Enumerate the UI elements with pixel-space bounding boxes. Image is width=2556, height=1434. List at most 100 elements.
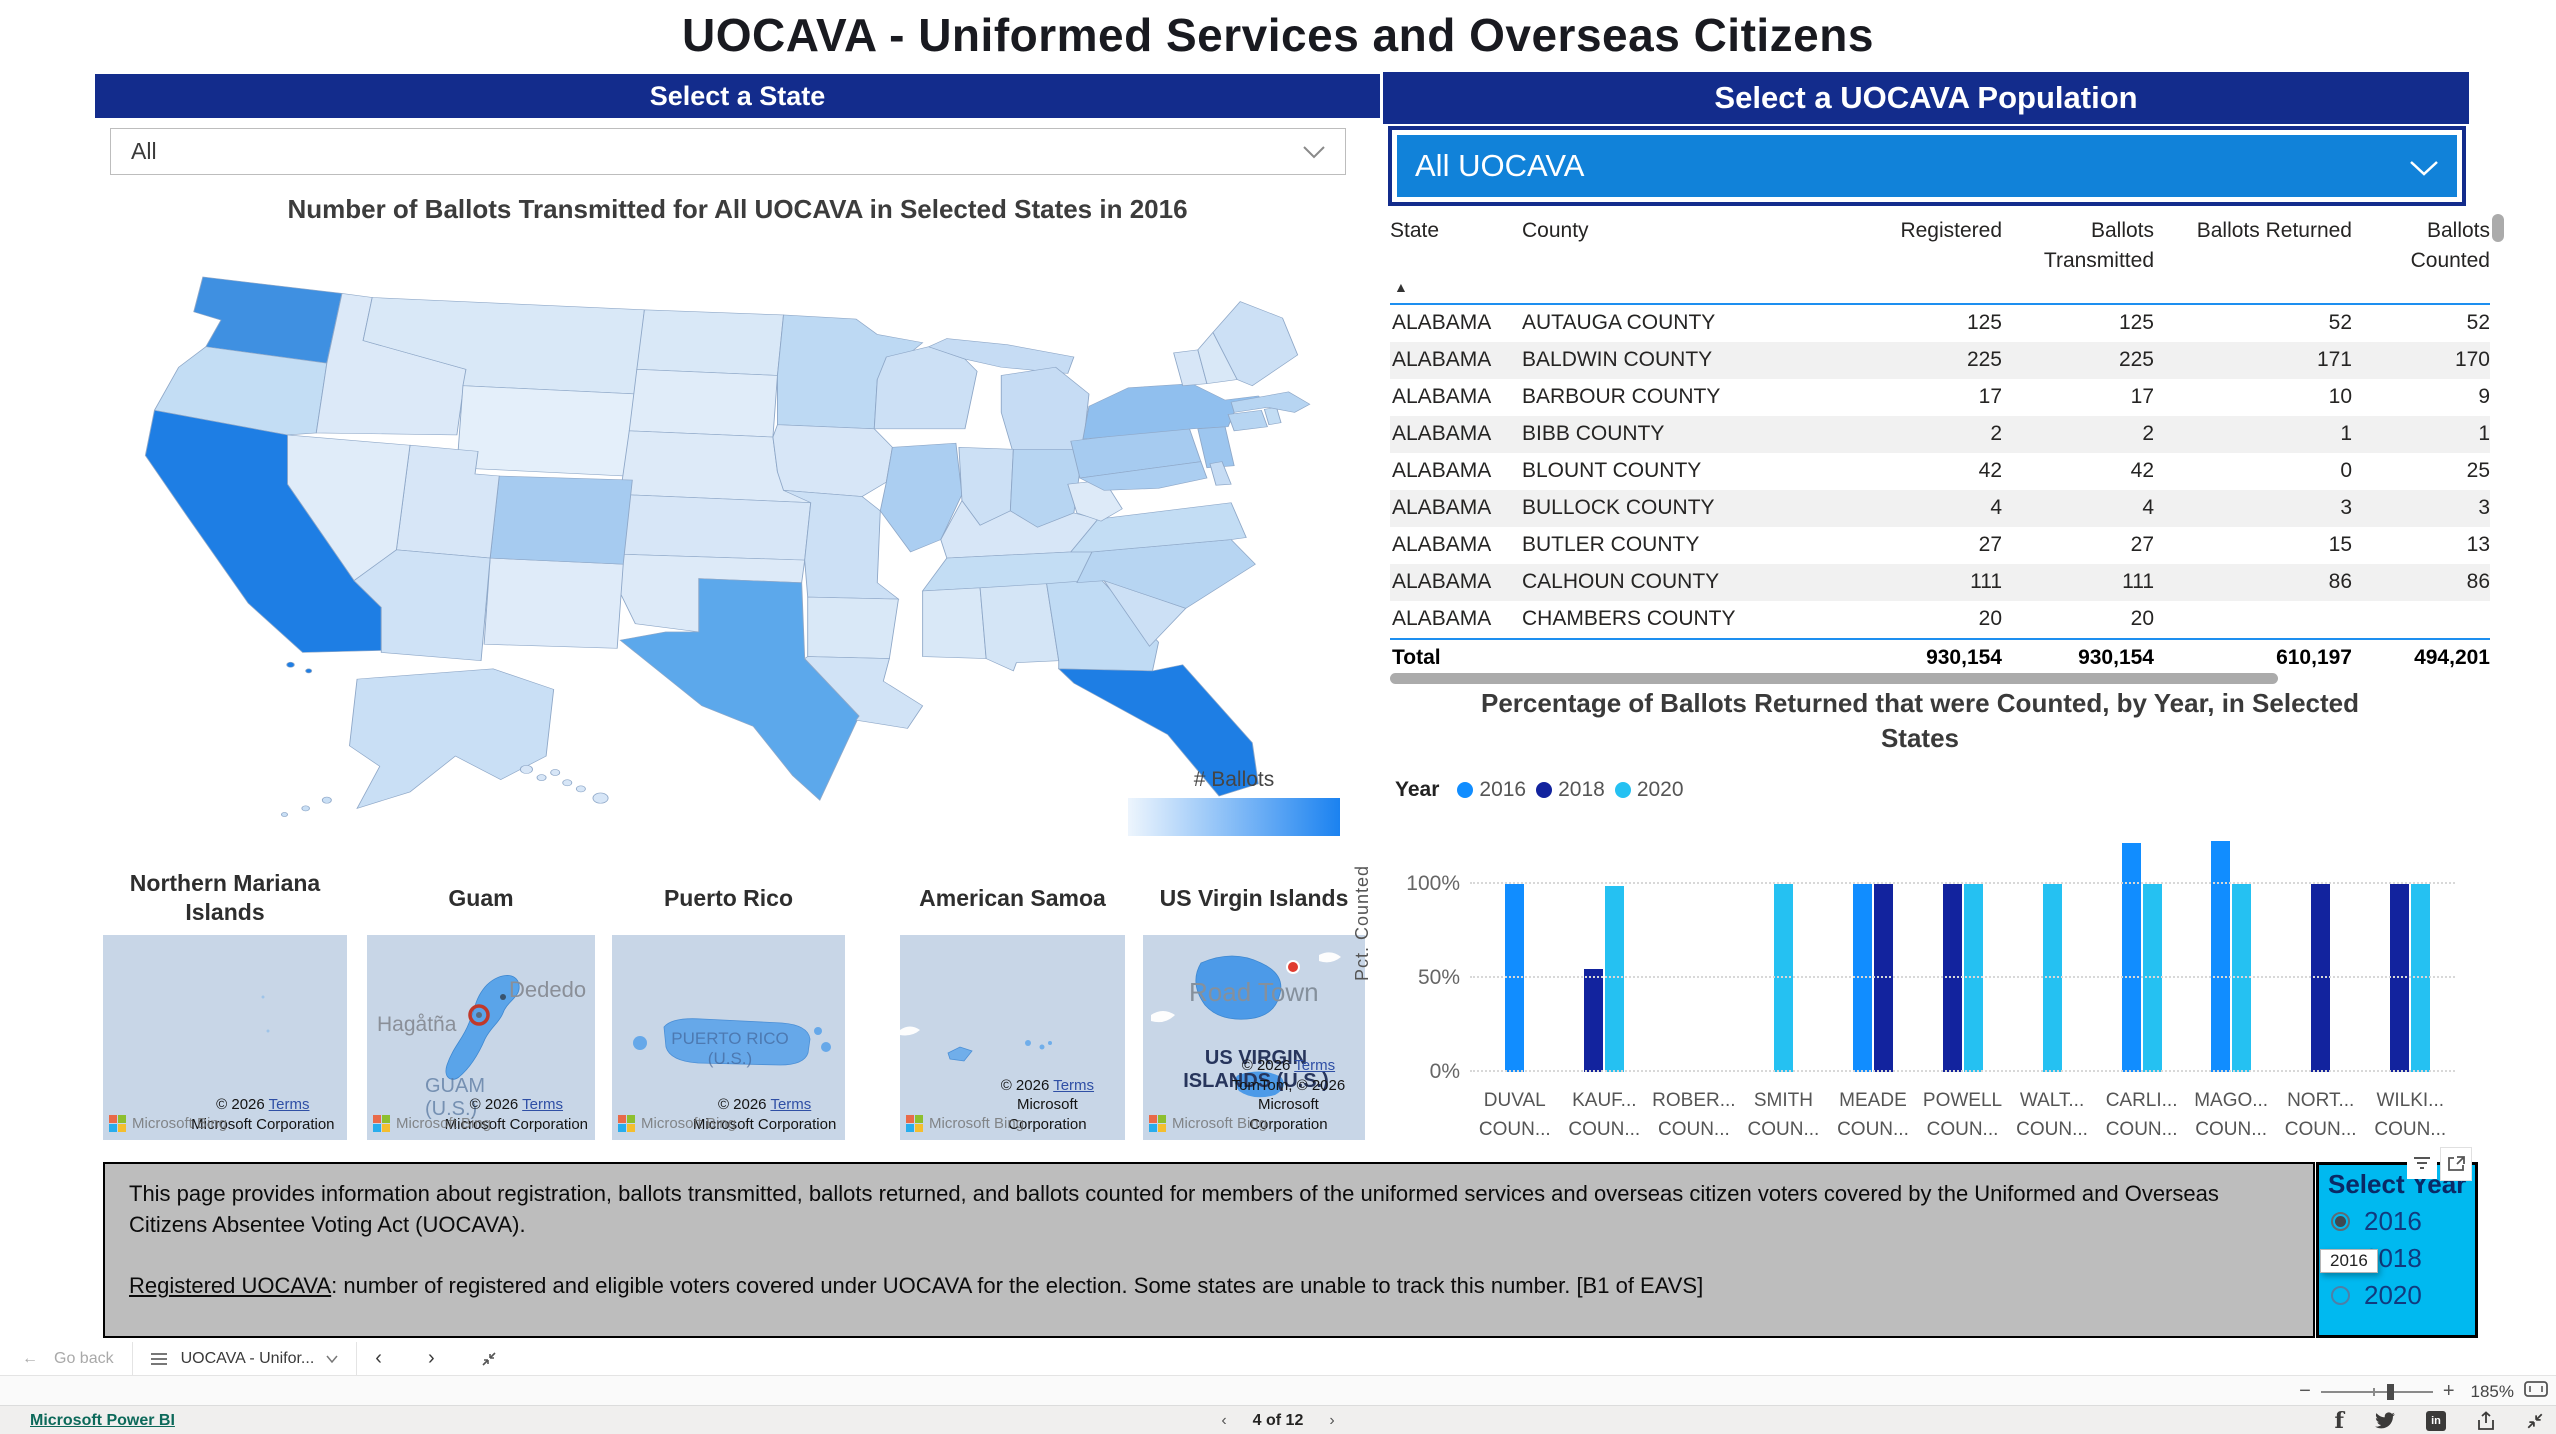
linkedin-icon[interactable]: in bbox=[2426, 1410, 2446, 1431]
state-dropdown[interactable]: All bbox=[110, 128, 1346, 175]
bar-2020[interactable] bbox=[1963, 884, 1983, 1072]
bar-2018[interactable] bbox=[1873, 884, 1893, 1072]
table-row[interactable]: ALABAMA CHAMBERS COUNTY 20 20 bbox=[1390, 601, 2490, 638]
bar-2018[interactable] bbox=[1942, 884, 1962, 1072]
state-CA[interactable] bbox=[286, 661, 295, 668]
fit-to-screen-icon[interactable] bbox=[2524, 1381, 2548, 1402]
state-LA[interactable] bbox=[804, 656, 924, 729]
focus-mode-icon[interactable] bbox=[2440, 1147, 2472, 1181]
table-row[interactable]: ALABAMA BARBOUR COUNTY 17 17 10 9 bbox=[1390, 379, 2490, 416]
state-AK[interactable] bbox=[301, 805, 310, 812]
column-header[interactable]: Ballots Returned bbox=[2196, 219, 2352, 242]
page-menu[interactable]: UOCAVA - Unifor... bbox=[150, 1350, 339, 1368]
table-row[interactable]: ALABAMA BUTLER COUNTY 27 27 15 13 bbox=[1390, 527, 2490, 564]
state-CT[interactable] bbox=[1227, 409, 1268, 432]
terms-link[interactable]: Terms bbox=[770, 1096, 812, 1113]
bar-2016[interactable] bbox=[1852, 884, 1872, 1072]
legend-item[interactable]: 2018 bbox=[1536, 778, 1605, 802]
bar-2020[interactable] bbox=[2411, 884, 2431, 1072]
column-header[interactable]: Ballots Transmitted bbox=[2043, 219, 2154, 273]
state-CA[interactable] bbox=[305, 668, 313, 674]
collapse-navbar-icon[interactable] bbox=[481, 1351, 497, 1367]
bar-2020[interactable] bbox=[1605, 886, 1625, 1072]
filter-icon[interactable] bbox=[2407, 1147, 2437, 1179]
column-header[interactable]: Registered bbox=[1900, 219, 2002, 242]
bar-2016[interactable] bbox=[2121, 843, 2141, 1072]
bar-2020[interactable] bbox=[2142, 884, 2162, 1072]
map-tile-american-samoa[interactable]: © 2026 Terms Microsoft Corporation Micro… bbox=[900, 935, 1125, 1140]
state-DE[interactable] bbox=[1209, 461, 1232, 486]
state-FL[interactable] bbox=[1057, 664, 1259, 797]
state-HI[interactable] bbox=[519, 764, 533, 774]
terms-link[interactable]: Terms bbox=[1053, 1076, 1095, 1094]
column-header[interactable]: Ballots Counted bbox=[2410, 219, 2490, 273]
year-radio-2016[interactable]: 2016 bbox=[2331, 1206, 2475, 1237]
state-MD[interactable] bbox=[1078, 461, 1208, 491]
table-row[interactable]: ALABAMA BLOUNT COUNTY 42 42 0 25 bbox=[1390, 453, 2490, 490]
next-page-button[interactable]: › bbox=[427, 1347, 435, 1369]
zoom-slider-thumb[interactable] bbox=[2386, 1383, 2394, 1400]
state-IL[interactable] bbox=[879, 442, 963, 553]
zoom-out-button[interactable]: − bbox=[2299, 1380, 2311, 1402]
zoom-slider[interactable] bbox=[2320, 1383, 2433, 1400]
state-MI[interactable] bbox=[927, 338, 1075, 374]
table-row[interactable]: ALABAMA CALHOUN COUNTY 111 111 86 86 bbox=[1390, 563, 2490, 601]
microsoft-powerbi-link[interactable]: Microsoft Power BI bbox=[30, 1411, 175, 1429]
state-MA[interactable] bbox=[1230, 391, 1311, 413]
state-HI[interactable] bbox=[536, 774, 547, 781]
zoom-in-button[interactable]: + bbox=[2442, 1380, 2455, 1402]
state-ME[interactable] bbox=[1212, 301, 1299, 387]
bar-2016[interactable] bbox=[2211, 841, 2231, 1072]
table-row[interactable]: ALABAMA BULLOCK COUNTY 4 4 3 3 bbox=[1390, 489, 2490, 527]
state-RI[interactable] bbox=[1263, 406, 1282, 426]
state-MS[interactable] bbox=[922, 587, 987, 659]
table-row[interactable]: ALABAMA AUTAUGA COUNTY 125 125 52 52 bbox=[1390, 305, 2490, 342]
radio-button[interactable] bbox=[2331, 1286, 2350, 1305]
pager-next-icon[interactable]: › bbox=[1329, 1411, 1335, 1429]
bar-2018[interactable] bbox=[1584, 968, 1604, 1072]
bar-2020[interactable] bbox=[2232, 884, 2252, 1072]
twitter-icon[interactable] bbox=[2374, 1411, 2396, 1430]
state-HI[interactable] bbox=[562, 779, 573, 787]
state-AR[interactable] bbox=[807, 596, 899, 659]
column-header[interactable]: State bbox=[1390, 219, 1440, 242]
bar-2018[interactable] bbox=[2390, 884, 2410, 1072]
go-back-button[interactable]: ← Go back bbox=[22, 1349, 114, 1367]
pager-previous-icon[interactable]: ‹ bbox=[1221, 1411, 1227, 1429]
map-tile-puerto-rico[interactable]: PUERTO RICO (U.S.) © 2026 Terms Microsof… bbox=[612, 935, 845, 1140]
state-TX[interactable] bbox=[619, 578, 860, 801]
state-HI[interactable] bbox=[550, 769, 561, 776]
terms-link[interactable]: Terms bbox=[522, 1096, 564, 1113]
state-AK[interactable] bbox=[321, 796, 332, 804]
state-AL[interactable] bbox=[979, 583, 1060, 672]
share-icon[interactable] bbox=[2476, 1410, 2496, 1431]
population-dropdown[interactable]: All UOCAVA bbox=[1397, 135, 2457, 197]
map-tile-us-virgin-islands[interactable]: Road Town US VIRGIN ISLANDS (U.S.) © 202… bbox=[1143, 935, 1365, 1140]
terms-link[interactable]: Terms bbox=[1294, 1057, 1336, 1074]
bar-2016[interactable] bbox=[1505, 884, 1525, 1072]
bar-2020[interactable] bbox=[1773, 884, 1793, 1072]
facebook-icon[interactable]: f bbox=[2334, 1407, 2344, 1434]
bar-2020[interactable] bbox=[2042, 884, 2062, 1072]
column-header[interactable]: County bbox=[1522, 219, 1589, 242]
state-WY[interactable] bbox=[456, 385, 636, 477]
state-AK[interactable] bbox=[349, 668, 555, 809]
previous-page-button[interactable]: ‹ bbox=[375, 1347, 382, 1369]
state-HI[interactable] bbox=[575, 785, 586, 793]
bar-2018[interactable] bbox=[2311, 884, 2331, 1072]
state-ND[interactable] bbox=[636, 309, 784, 376]
state-CO[interactable] bbox=[489, 475, 633, 565]
registered-uocava-link[interactable]: Registered UOCAVA bbox=[129, 1273, 332, 1299]
state-VA[interactable] bbox=[1070, 502, 1247, 553]
state-AZ[interactable] bbox=[353, 549, 491, 662]
table-row[interactable]: ALABAMA BALDWIN COUNTY 225 225 171 170 bbox=[1390, 341, 2490, 379]
table-horizontal-scrollbar[interactable] bbox=[1390, 673, 2278, 684]
table-vertical-scrollbar[interactable] bbox=[2492, 214, 2504, 242]
table-row[interactable]: ALABAMA BIBB COUNTY 2 2 1 1 bbox=[1390, 415, 2490, 453]
sort-ascending-icon[interactable]: ▲ bbox=[1394, 278, 1408, 295]
map-tile-northern-mariana[interactable]: © 2026 Terms Microsoft Corporation Micro… bbox=[103, 935, 347, 1140]
radio-button[interactable] bbox=[2331, 1212, 2350, 1231]
state-NJ[interactable] bbox=[1197, 426, 1235, 469]
state-IA[interactable] bbox=[772, 424, 893, 497]
state-WI[interactable] bbox=[873, 346, 978, 430]
